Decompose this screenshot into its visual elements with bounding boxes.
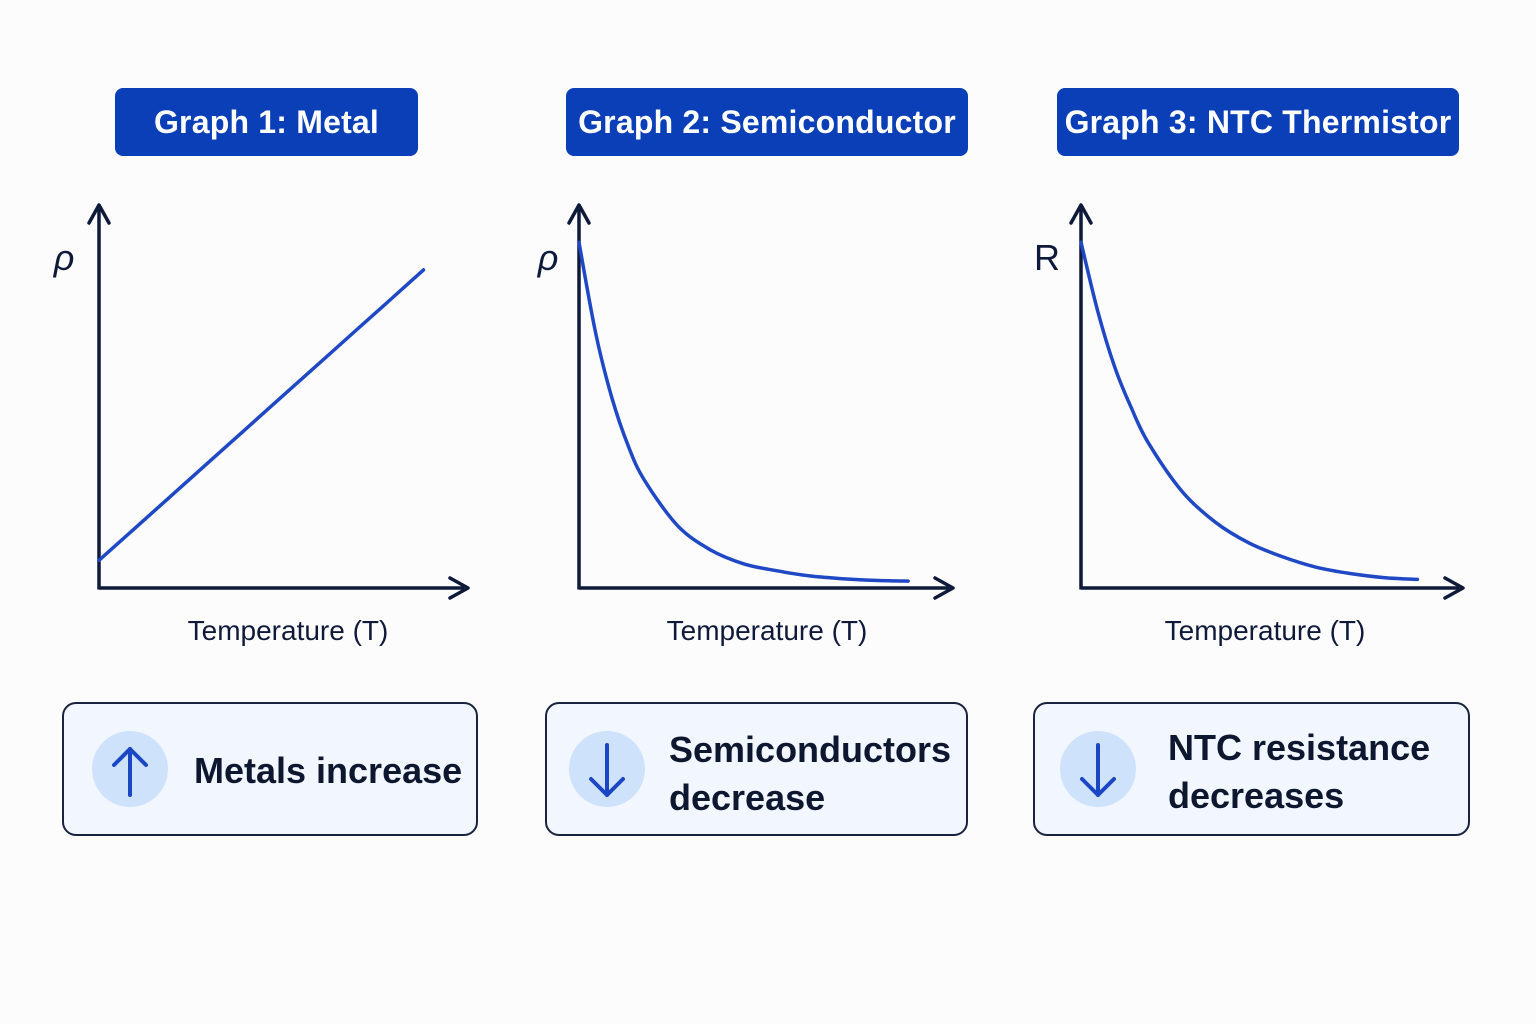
semiconductor-summary-card: Semiconductors decrease (545, 702, 968, 836)
y-axis-label: R (1034, 237, 1060, 278)
x-axis-label: Temperature (T) (188, 615, 389, 646)
graph-2-title: Graph 2: Semiconductor (566, 88, 968, 156)
y-axis-arrowhead (567, 203, 591, 225)
x-axis-arrowhead (1443, 576, 1465, 600)
graph-3: R Temperature (T) (1034, 203, 1465, 646)
card-1-text: Metals increase (194, 750, 463, 791)
x-axis-label: Temperature (T) (667, 615, 868, 646)
y-axis-label: ρ (53, 237, 75, 278)
graph-1-title: Graph 1: Metal (115, 88, 418, 156)
y-axis-arrowhead (87, 203, 111, 225)
metal-summary-card: Metals increase (62, 702, 478, 836)
series-line-1 (97, 268, 426, 563)
graph-2: ρ Temperature (T) (537, 203, 955, 646)
card-2-text: Semiconductors decrease (669, 729, 952, 818)
x-axis-arrowhead (448, 576, 470, 600)
arrow-down-icon (569, 731, 645, 807)
y-axis-arrowhead (1069, 203, 1093, 225)
arrow-down-icon (1060, 731, 1136, 807)
card-3-text: NTC resistance decreases (1168, 727, 1431, 816)
y-axis-label: ρ (537, 237, 559, 278)
x-axis-label: Temperature (T) (1165, 615, 1366, 646)
graph-1: ρ Temperature (T) (53, 203, 470, 646)
series-line-1 (1079, 240, 1420, 582)
ntc-summary-card: NTC resistance decreases (1033, 702, 1470, 836)
x-axis-arrowhead (933, 576, 955, 600)
arrow-up-icon (92, 731, 168, 807)
graph-3-title: Graph 3: NTC Thermistor (1057, 88, 1459, 156)
series-line-1 (577, 240, 910, 583)
